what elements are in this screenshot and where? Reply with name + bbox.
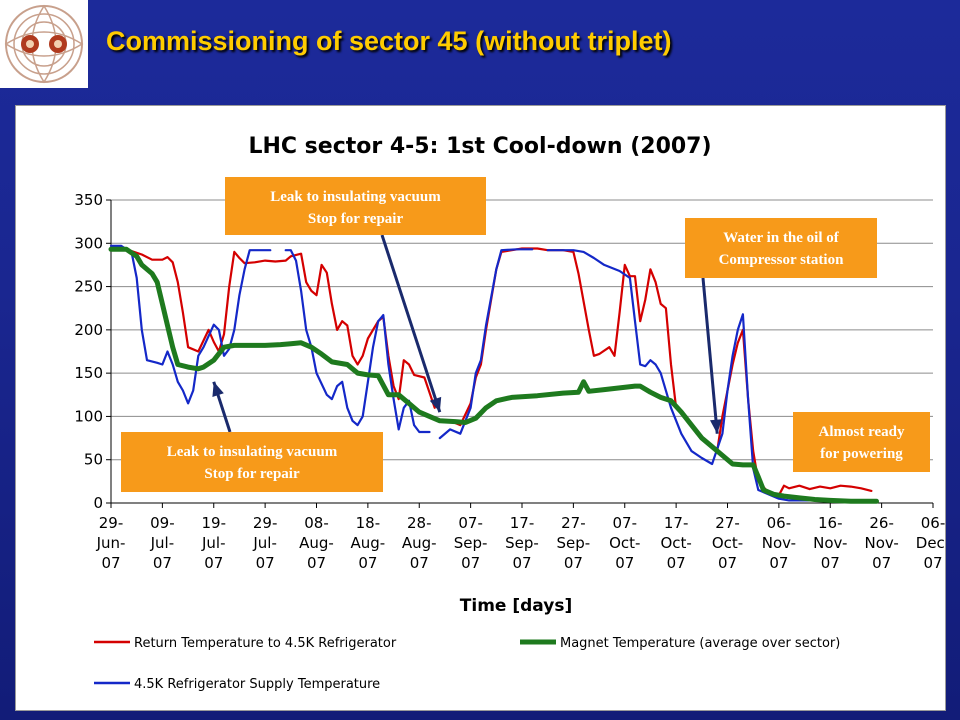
- annotation-box: [225, 177, 486, 235]
- x-tick-label: 07-Oct-07: [609, 514, 640, 572]
- annotation-text: Compressor station: [719, 252, 845, 268]
- annotation-box: [685, 218, 877, 278]
- x-tick-label: 26-Nov-07: [864, 514, 898, 572]
- y-tick-label: 100: [74, 407, 103, 425]
- x-tick-label: 29-Jul-07: [252, 514, 277, 572]
- series-line: [109, 246, 436, 409]
- annotation-text: for powering: [820, 446, 903, 462]
- x-tick-label: 19-Jul-07: [201, 514, 226, 572]
- series-line: [284, 249, 431, 434]
- x-tick-label: 28-Aug-07: [402, 514, 437, 572]
- x-tick-label: 16-Nov-07: [813, 514, 847, 572]
- x-axis-label: Time [days]: [460, 596, 572, 616]
- y-tick-label: 300: [74, 234, 103, 252]
- legend-label: Magnet Temperature (average over sector): [560, 636, 840, 651]
- y-tick-label: 200: [74, 321, 103, 339]
- y-tick-label: 0: [93, 494, 103, 512]
- annotation-arrowhead: [710, 419, 722, 434]
- x-tick-label: 29-Jun-07: [96, 514, 126, 572]
- legend-label: Return Temperature to 4.5K Refrigerator: [134, 636, 397, 651]
- annotation-arrowhead: [429, 396, 442, 413]
- x-tick-label: 27-Sep-07: [557, 514, 591, 572]
- chart-frame: LHC sector 4-5: 1st Cool-down (2007) 0 50 1…: [15, 105, 946, 711]
- chart-title: LHC sector 4-5: 1st Cool-down (2007): [248, 134, 711, 159]
- annotation-box: [793, 412, 930, 472]
- y-tick-label: 250: [74, 278, 103, 296]
- x-tick-label: 06-Nov-07: [762, 514, 796, 572]
- annotation-text: Almost ready: [819, 424, 905, 440]
- annotation-text: Stop for repair: [204, 466, 300, 482]
- y-tick-label: 350: [74, 191, 103, 209]
- annotation-box: [121, 432, 383, 492]
- annotation-arrow: [701, 277, 719, 434]
- annotation-arrowhead: [212, 381, 224, 397]
- line-chart: LHC sector 4-5: 1st Cool-down (2007) 0 50 1…: [74, 134, 945, 692]
- x-tick-label: 18-Aug-07: [351, 514, 386, 572]
- annotation-arrow: [380, 234, 442, 413]
- x-tick-label: 17-Sep-07: [505, 514, 539, 572]
- slide-title: Commissioning of sector 45 (without trip…: [106, 26, 672, 56]
- cern-lhc-logo: [0, 0, 88, 88]
- annotation-text: Water in the oil of: [723, 230, 840, 246]
- y-tick-label: 150: [74, 364, 103, 382]
- x-tick-label: 08-Aug-07: [299, 514, 334, 572]
- annotation-text: Stop for repair: [308, 211, 404, 227]
- x-tick-label: 09-Jul-07: [150, 514, 175, 572]
- series-line: [438, 248, 534, 440]
- series-line: [109, 244, 272, 405]
- annotation-text: Leak to insulating vacuum: [167, 444, 338, 460]
- series-line: [449, 247, 873, 497]
- y-tick-label: 50: [84, 451, 103, 469]
- x-tick-label: 27-Oct-07: [712, 514, 743, 572]
- series-line: [108, 246, 879, 504]
- x-tick-label: 07-Sep-07: [454, 514, 488, 572]
- annotation-text: Leak to insulating vacuum: [270, 189, 441, 205]
- x-tick-label: 06-Dec-07: [916, 514, 945, 572]
- x-tick-label: 17-Oct-07: [660, 514, 691, 572]
- legend-label: 4.5K Refrigerator Supply Temperature: [134, 677, 380, 692]
